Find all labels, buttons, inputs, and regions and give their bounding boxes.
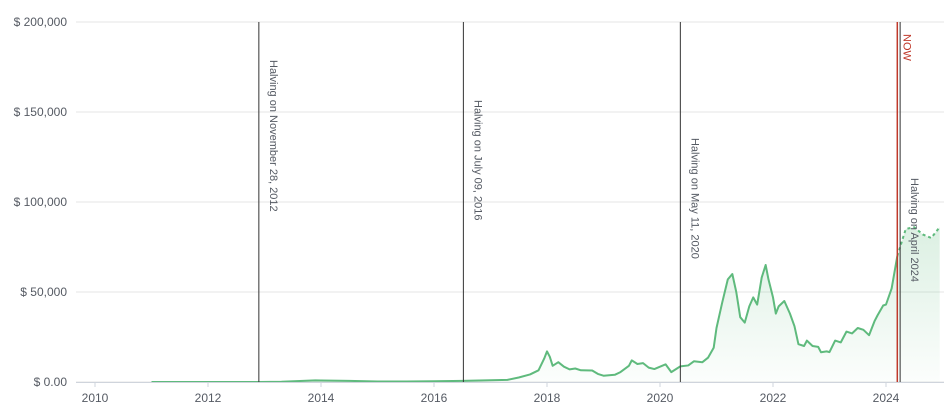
halving-label: Halving on November 28, 2012 <box>267 60 279 212</box>
y-tick-label: $ 0.00 <box>34 375 68 389</box>
y-tick-label: $ 200,000 <box>14 15 68 29</box>
projection-line <box>896 226 941 257</box>
price-line <box>151 255 899 383</box>
y-tick-label: $ 150,000 <box>14 105 68 119</box>
x-tick-label: 2020 <box>647 391 674 405</box>
y-tick-label: $ 50,000 <box>20 285 67 299</box>
halving-label: Halving on May 11, 2020 <box>688 138 700 259</box>
price-area-fill <box>151 227 940 382</box>
halving-markers: Halving on November 28, 2012 Halving on J… <box>258 22 920 382</box>
halving-label: Halving on July 09, 2016 <box>471 100 483 220</box>
grid-lines <box>76 21 944 383</box>
x-tick-label: 2010 <box>82 391 109 405</box>
now-label: NOW <box>900 34 912 62</box>
x-tick-label: 2014 <box>308 391 335 405</box>
axes: $ 0.00 $ 50,000 $ 100,000 $ 150,000 $ 200,00… <box>14 15 944 405</box>
x-tick-label: 2012 <box>195 391 222 405</box>
x-tick-label: 2018 <box>534 391 561 405</box>
halving-label: Halving on April 2024 <box>908 178 920 282</box>
x-tick-label: 2024 <box>873 391 900 405</box>
price-area <box>151 227 940 382</box>
x-tick-label: 2016 <box>421 391 448 405</box>
x-tick-label: 2022 <box>760 391 787 405</box>
price-series <box>151 226 941 383</box>
y-tick-label: $ 100,000 <box>14 195 68 209</box>
